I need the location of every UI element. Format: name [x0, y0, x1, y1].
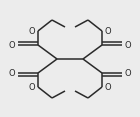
Text: O: O	[9, 68, 15, 77]
Text: O: O	[29, 82, 35, 91]
Text: O: O	[9, 40, 15, 49]
Text: O: O	[125, 68, 131, 77]
Text: O: O	[125, 40, 131, 49]
Text: O: O	[105, 26, 111, 35]
Text: O: O	[105, 82, 111, 91]
Text: O: O	[29, 26, 35, 35]
